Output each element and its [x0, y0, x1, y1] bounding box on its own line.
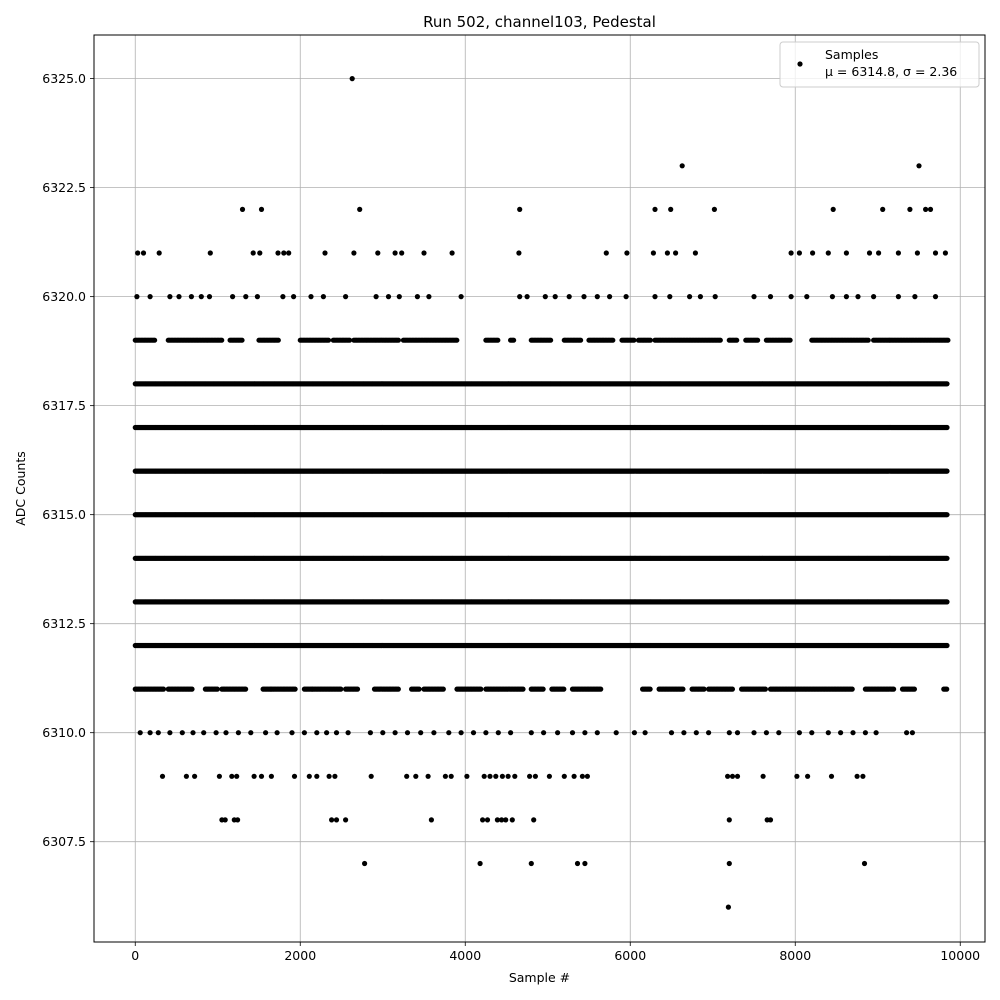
- data-point: [944, 642, 950, 649]
- data-point: [944, 424, 950, 431]
- data-point: [944, 599, 950, 605]
- data-point: [944, 468, 950, 474]
- data-points: [132, 76, 951, 910]
- data-point: [944, 555, 950, 561]
- data-point: [944, 512, 950, 518]
